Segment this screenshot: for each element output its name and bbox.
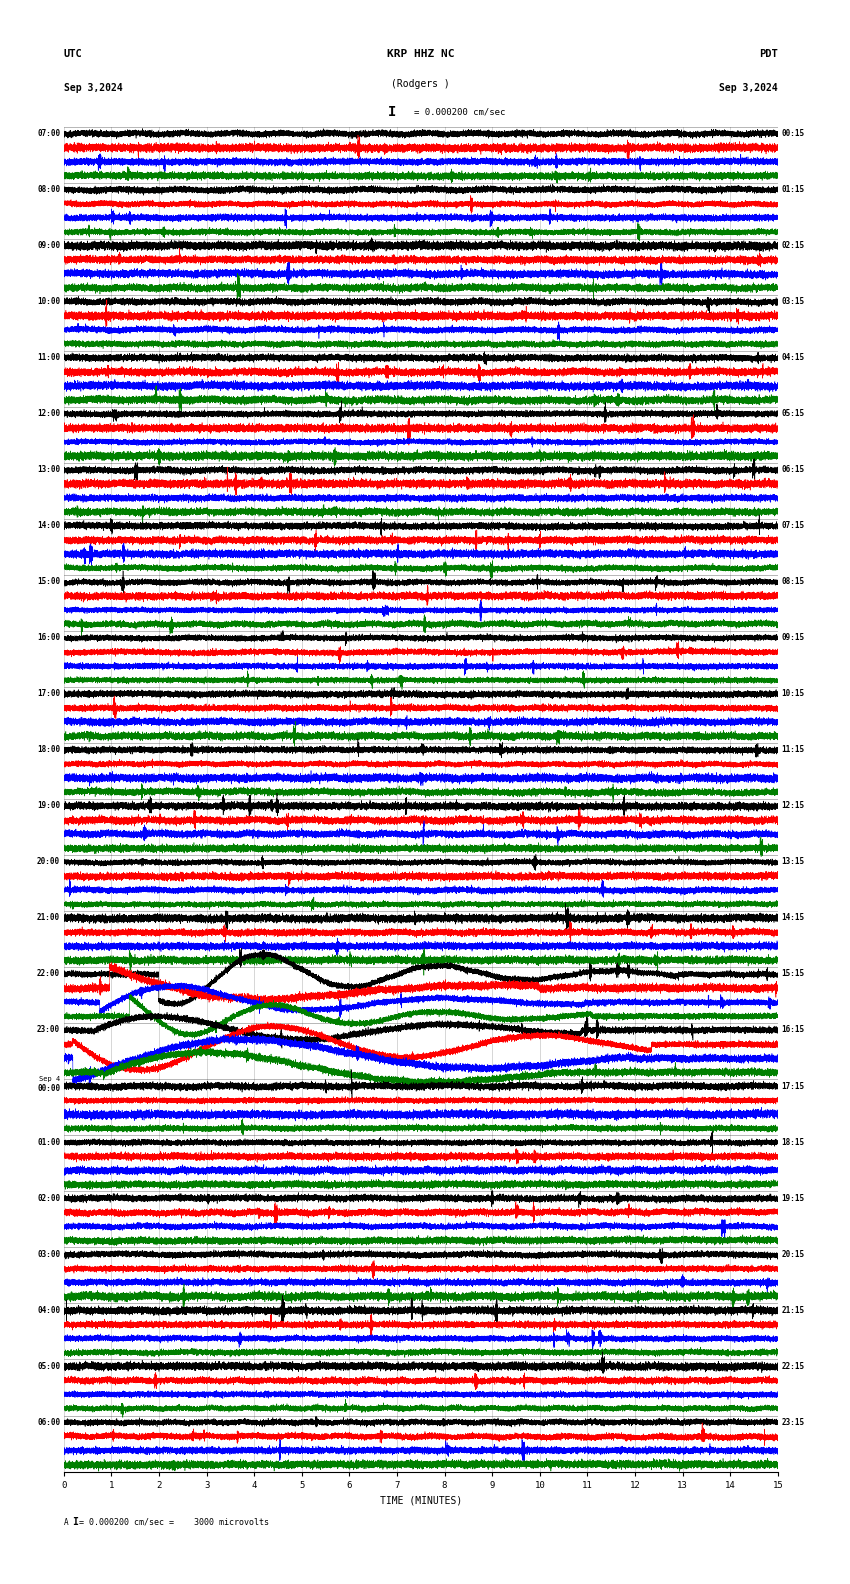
Text: 21:00: 21:00 — [37, 914, 60, 922]
Text: 17:00: 17:00 — [37, 689, 60, 699]
Text: 23:00: 23:00 — [37, 1025, 60, 1034]
Text: 07:00: 07:00 — [37, 128, 60, 138]
Text: 01:00: 01:00 — [37, 1137, 60, 1147]
Text: (Rodgers ): (Rodgers ) — [391, 79, 450, 89]
Text: 18:00: 18:00 — [37, 746, 60, 754]
Text: 04:15: 04:15 — [781, 353, 804, 363]
Text: 22:00: 22:00 — [37, 969, 60, 979]
Text: 16:15: 16:15 — [781, 1025, 804, 1034]
Text: 10:00: 10:00 — [37, 298, 60, 306]
Text: 14:00: 14:00 — [37, 521, 60, 531]
Text: 03:15: 03:15 — [781, 298, 804, 306]
Text: 10:15: 10:15 — [781, 689, 804, 699]
Text: 05:15: 05:15 — [781, 409, 804, 418]
Text: KRP HHZ NC: KRP HHZ NC — [387, 49, 455, 59]
Text: A: A — [64, 1517, 68, 1527]
Text: 04:00: 04:00 — [37, 1305, 60, 1315]
Text: 01:15: 01:15 — [781, 185, 804, 193]
Text: 00:00: 00:00 — [37, 1085, 60, 1093]
Text: Sep 3,2024: Sep 3,2024 — [64, 82, 122, 93]
Text: PDT: PDT — [759, 49, 778, 59]
Text: 06:15: 06:15 — [781, 466, 804, 474]
Text: 09:15: 09:15 — [781, 634, 804, 642]
Text: 20:00: 20:00 — [37, 857, 60, 866]
Text: 20:15: 20:15 — [781, 1250, 804, 1259]
Text: 12:00: 12:00 — [37, 409, 60, 418]
Text: I: I — [388, 106, 396, 119]
Text: 19:00: 19:00 — [37, 802, 60, 811]
Text: 11:00: 11:00 — [37, 353, 60, 363]
Text: Sep 4: Sep 4 — [39, 1076, 60, 1082]
Text: 22:15: 22:15 — [781, 1362, 804, 1370]
Text: 18:15: 18:15 — [781, 1137, 804, 1147]
Text: Sep 3,2024: Sep 3,2024 — [719, 82, 778, 93]
Text: = 0.000200 cm/sec =    3000 microvolts: = 0.000200 cm/sec = 3000 microvolts — [79, 1517, 269, 1527]
Text: 02:00: 02:00 — [37, 1194, 60, 1202]
Text: 17:15: 17:15 — [781, 1082, 804, 1090]
Text: UTC: UTC — [64, 49, 82, 59]
Text: 14:15: 14:15 — [781, 914, 804, 922]
Text: 07:15: 07:15 — [781, 521, 804, 531]
Text: 02:15: 02:15 — [781, 241, 804, 250]
Text: I: I — [72, 1517, 78, 1527]
X-axis label: TIME (MINUTES): TIME (MINUTES) — [380, 1495, 462, 1505]
Text: 06:00: 06:00 — [37, 1418, 60, 1427]
Text: 09:00: 09:00 — [37, 241, 60, 250]
Text: 03:00: 03:00 — [37, 1250, 60, 1259]
Text: 21:15: 21:15 — [781, 1305, 804, 1315]
Text: 13:15: 13:15 — [781, 857, 804, 866]
Text: 19:15: 19:15 — [781, 1194, 804, 1202]
Text: 08:15: 08:15 — [781, 577, 804, 586]
Text: 05:00: 05:00 — [37, 1362, 60, 1370]
Text: 08:00: 08:00 — [37, 185, 60, 193]
Text: = 0.000200 cm/sec: = 0.000200 cm/sec — [414, 108, 505, 117]
Text: 15:00: 15:00 — [37, 577, 60, 586]
Text: 00:15: 00:15 — [781, 128, 804, 138]
Text: 15:15: 15:15 — [781, 969, 804, 979]
Text: 16:00: 16:00 — [37, 634, 60, 642]
Text: 13:00: 13:00 — [37, 466, 60, 474]
Text: 12:15: 12:15 — [781, 802, 804, 811]
Text: 23:15: 23:15 — [781, 1418, 804, 1427]
Text: 11:15: 11:15 — [781, 746, 804, 754]
